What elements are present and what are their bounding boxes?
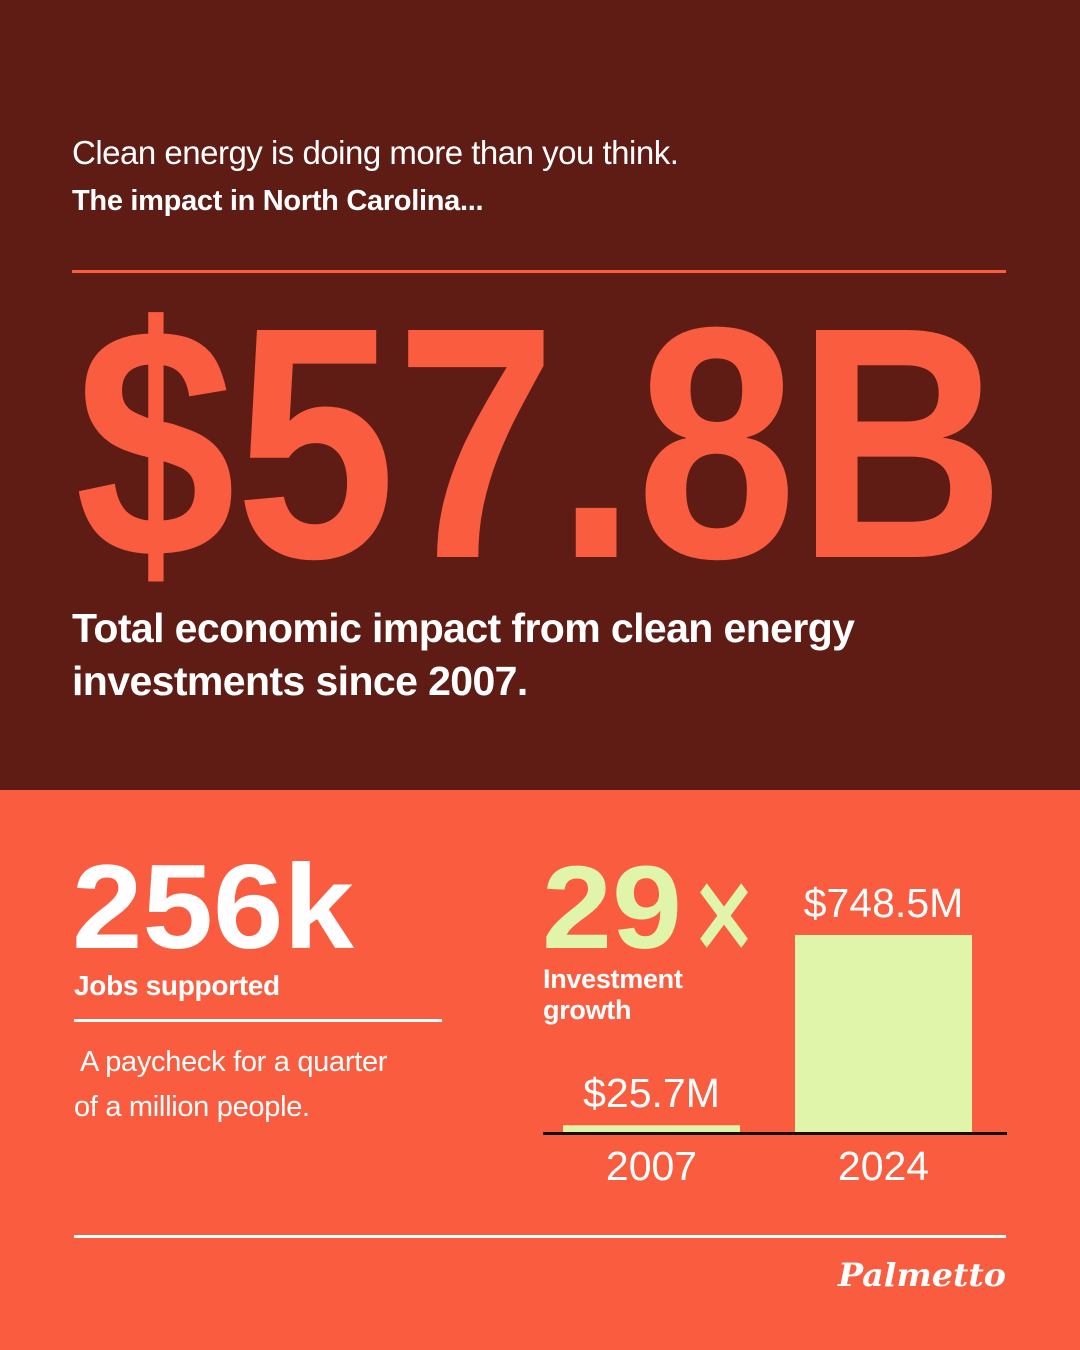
palmetto-logo: Palmetto (837, 1256, 1006, 1294)
palmetto-logo-text: Palmetto (837, 1256, 1006, 1294)
kicker-text: Clean energy is doing more than you thin… (72, 134, 679, 171)
growth-label-line-1: Investment (543, 964, 683, 994)
growth-label: Investment growth (543, 964, 743, 1026)
top-divider (72, 270, 1006, 273)
jobs-divider (74, 1019, 442, 1022)
jobs-note: A paycheck for a quarter of a million pe… (74, 1040, 454, 1130)
hero-caption: Total economic impact from clean energy … (72, 602, 972, 708)
jobs-value-graphic: 256k (72, 848, 354, 960)
top-panel (0, 0, 1080, 790)
jobs-note-line-1: A paycheck for a quarter (80, 1046, 388, 1078)
x-tick-label-2024: 2024 (838, 1143, 929, 1189)
growth-value-graphic: 29 × (542, 852, 758, 960)
subtitle-text: The impact in North Carolina... (72, 185, 484, 217)
x-tick-label-2007: 2007 (606, 1143, 697, 1189)
jobs-label: Jobs supported (74, 970, 280, 1001)
hero-value: $57.8B (75, 282, 1005, 592)
hero-value-graphic: $57.8B (75, 282, 1005, 592)
growth-value-sign: × (690, 852, 758, 960)
jobs-value: 256k (72, 848, 354, 960)
bottom-divider (74, 1235, 1006, 1238)
bar-2024 (795, 935, 972, 1132)
hero-caption-line-2: investments since 2007. (72, 658, 528, 704)
data-label-2024: $748.5M (804, 880, 964, 926)
investment-bar-chart: $25.7M 2007 $748.5M 2024 (543, 880, 1007, 1189)
growth-label-line-2: growth (543, 995, 632, 1025)
hero-caption-line-1: Total economic impact from clean energy (72, 605, 855, 651)
jobs-note-line-2: of a million people. (74, 1091, 310, 1123)
data-label-2007: $25.7M (583, 1070, 720, 1116)
bar-2007 (563, 1125, 740, 1132)
growth-value-number: 29 (542, 852, 682, 960)
